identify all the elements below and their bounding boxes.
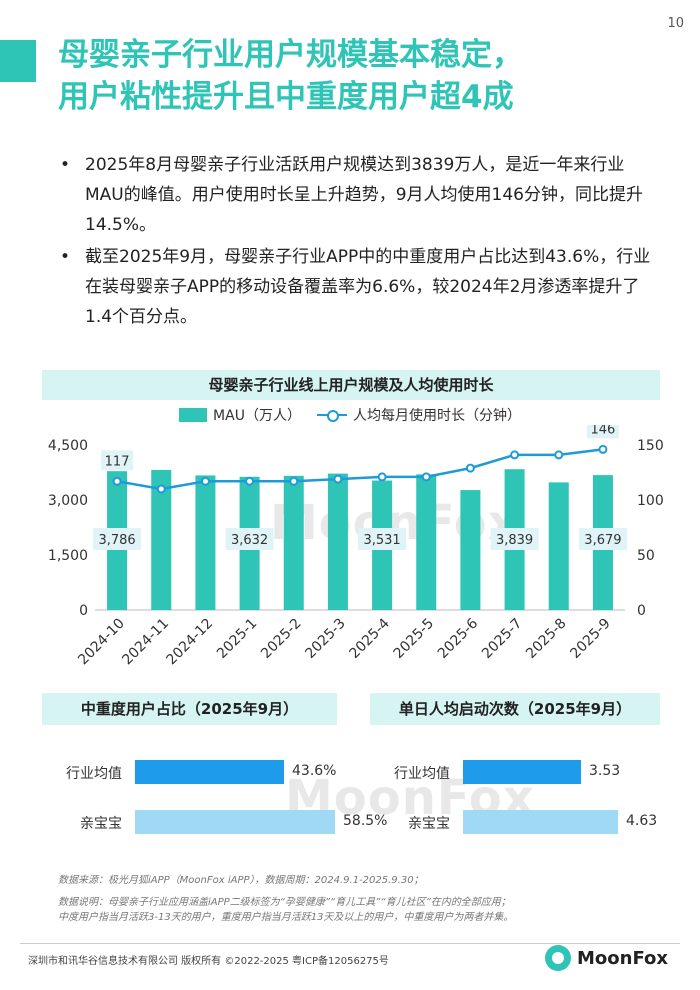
hbar-value-label: 4.63 — [626, 813, 658, 829]
moonfox-logo: MoonFox — [544, 945, 668, 971]
duration-point — [465, 463, 475, 473]
duration-point — [510, 450, 520, 460]
hbar-value-label: 3.53 — [589, 763, 621, 779]
duration-point — [333, 474, 343, 484]
y-right-tick: 0 — [637, 603, 646, 619]
x-tick-label: 2025-9 — [567, 616, 613, 662]
data-source: 数据来源：极光月狐iAPP（MoonFox iAPP），数据周期：2024.9.… — [58, 875, 424, 886]
hbar-fill — [463, 760, 581, 784]
panel-right-title: 单日人均启动次数（2025年9月） — [370, 693, 660, 725]
data-note-1: 数据说明：母婴亲子行业应用涵盖iAPP二级标签为“孕婴健康”“育儿工具”“育儿社… — [58, 897, 511, 908]
legend-bar-swatch — [179, 408, 208, 422]
mau-bar — [327, 473, 348, 610]
data-note-2: 中度用户指当月活跃3-13天的用户，重度用户指当月活跃13天及以上的用户，中重度… — [58, 912, 514, 923]
y-right-tick: 100 — [637, 493, 664, 509]
hbar-category-label: 行业均值 — [394, 766, 450, 782]
hbar-value-label: 43.6% — [292, 763, 337, 779]
duration-point — [112, 476, 122, 486]
mau-label-bg — [358, 528, 407, 550]
mau-label-bg — [225, 528, 274, 550]
mau-bar — [151, 469, 172, 610]
mau-label-bg — [93, 528, 142, 550]
chart-title: 母婴亲子行业线上用户规模及人均使用时长 — [42, 370, 660, 400]
mau-bar — [416, 474, 437, 610]
mau-bar — [460, 490, 481, 610]
title-accent-bar — [0, 40, 36, 82]
y-left-tick: 4,500 — [48, 438, 88, 454]
duration-point — [200, 476, 210, 486]
x-tick-label: 2025-1 — [214, 616, 260, 662]
summary-bullets: 2025年8月母婴亲子行业活跃用户规模达到3839万人，是近一年来行业MAU的峰… — [60, 150, 660, 334]
title-line-1: 母婴亲子行业用户规模基本稳定， — [58, 37, 523, 73]
duration-data-label: 146 — [591, 425, 616, 437]
duration-point — [289, 476, 299, 486]
panel-left-title: 中重度用户占比（2025年9月） — [42, 693, 337, 725]
mau-data-label: 3,531 — [363, 533, 400, 548]
hbar-fill — [135, 810, 335, 834]
x-tick-label: 2024-11 — [119, 616, 172, 669]
duration-label-bg — [586, 425, 619, 439]
y-left-tick: 1,500 — [48, 548, 88, 564]
x-tick-label: 2025-6 — [435, 615, 481, 661]
title-line-2: 用户粘性提升且中重度用户超4成 — [58, 79, 514, 115]
moonfox-logo-icon — [544, 945, 571, 971]
mau-data-label: 3,786 — [98, 533, 135, 548]
mau-data-label: 3,839 — [496, 533, 533, 548]
duration-point — [156, 484, 166, 494]
footer-divider — [20, 943, 680, 944]
page-title: 母婴亲子行业用户规模基本稳定， 用户粘性提升且中重度用户超4成 — [58, 34, 678, 118]
footer-copyright: 深圳市和讯华谷信息技术有限公司 版权所有 ©2022-2025 粤ICP备120… — [28, 956, 389, 967]
duration-label-bg — [101, 450, 134, 471]
hbar-value-label: 58.5% — [343, 813, 388, 829]
hbar-category-label: 行业均值 — [66, 766, 122, 782]
x-tick-label: 2025-4 — [347, 615, 393, 661]
mau-bar — [283, 475, 304, 610]
y-right-tick: 150 — [637, 438, 664, 454]
legend-bar-label: MAU（万人） — [213, 408, 301, 424]
bullet-item: 截至2025年9月，母婴亲子行业APP中的中重度用户占比达到43.6%，行业在装… — [60, 242, 660, 332]
x-tick-label: 2025-2 — [258, 616, 304, 662]
mau-label-bg — [490, 528, 539, 550]
mau-data-label: 3,679 — [584, 533, 621, 548]
bullet-item: 2025年8月母婴亲子行业活跃用户规模达到3839万人，是近一年来行业MAU的峰… — [60, 150, 660, 240]
x-tick-label: 2025-3 — [302, 616, 348, 662]
mau-bar — [195, 475, 216, 610]
duration-line — [116, 448, 604, 491]
mau-data-label: 3,632 — [231, 533, 268, 548]
y-right-tick: 50 — [637, 548, 655, 564]
x-tick-label: 2025-7 — [479, 616, 525, 662]
duration-point — [245, 476, 255, 486]
chart-legend: MAU（万人） 人均每月使用时长（分钟） — [0, 405, 700, 425]
duration-point — [421, 472, 431, 482]
x-tick-label: 2025-5 — [391, 616, 437, 662]
duration-point — [377, 472, 387, 482]
mau-bar — [548, 482, 569, 610]
hbar-category-label: 亲宝宝 — [408, 816, 450, 832]
x-tick-label: 2024-12 — [164, 616, 217, 669]
hbar-fill — [135, 760, 284, 784]
moonfox-logo-text: MoonFox — [576, 947, 668, 969]
y-left-tick: 3,000 — [48, 493, 88, 509]
y-left-tick: 0 — [79, 603, 88, 619]
page-number: 10 — [667, 16, 684, 31]
duration-point — [554, 450, 564, 460]
hbar-fill — [463, 810, 618, 834]
hbar-category-label: 亲宝宝 — [80, 816, 122, 832]
legend-line-label: 人均每月使用时长（分钟） — [352, 408, 521, 424]
duration-point — [598, 444, 608, 454]
legend-line-swatch — [316, 408, 347, 422]
x-tick-label: 2024-10 — [75, 616, 128, 669]
mau-label-bg — [578, 528, 627, 550]
x-tick-label: 2025-8 — [523, 616, 569, 662]
duration-data-label: 117 — [105, 454, 130, 469]
mau-duration-chart: 0 1,500 3,000 4,500 0 50 100 150 3,786 3,632 3,531… — [48, 425, 664, 669]
